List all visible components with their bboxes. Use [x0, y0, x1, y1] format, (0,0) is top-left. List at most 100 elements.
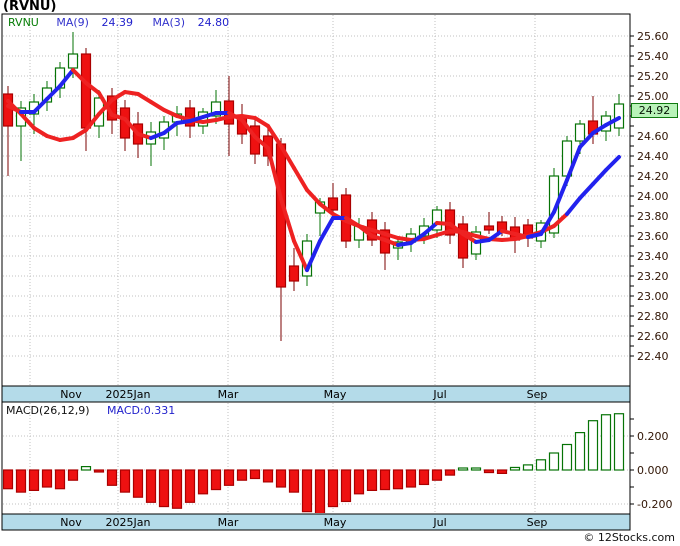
- macd-bar-positive: [548, 452, 560, 471]
- page-title: (RVNU): [3, 0, 57, 14]
- ma3-line-segment: [383, 238, 400, 247]
- macd-bar-positive: [457, 467, 469, 471]
- month-label: Jul: [432, 388, 446, 401]
- month-label: Mar: [218, 388, 239, 401]
- ma3-line-segment: [396, 241, 413, 247]
- price-tick-label: 24.40: [637, 150, 669, 163]
- ma3-line-segment: [110, 113, 127, 121]
- ma3-line-segment: [266, 146, 283, 201]
- ma9-line-segment: [396, 236, 413, 242]
- macd-bar-positive: [509, 466, 521, 471]
- ma3-line-segment: [604, 116, 621, 127]
- ma3-line-segment: [227, 111, 244, 122]
- ma9-line-segment: [435, 229, 452, 237]
- price-tick-label: 22.40: [637, 350, 669, 363]
- ma3-line-segment: [136, 132, 153, 140]
- macd-tick-label: 0.200: [637, 430, 669, 443]
- ma9-line-segment: [214, 115, 231, 122]
- ma9-value: 24.39: [101, 16, 133, 29]
- ma3-line-segment: [565, 145, 582, 182]
- month-label: Nov: [60, 388, 82, 401]
- ma3-line-segment: [162, 121, 179, 135]
- price-tick-label: 23.80: [637, 210, 669, 223]
- ma3-line-segment: [591, 123, 608, 135]
- macd-bar-negative: [3, 469, 14, 490]
- ma3-line-segment: [357, 224, 374, 238]
- macd-bar-positive: [600, 414, 612, 471]
- macd-bar-negative: [236, 469, 248, 481]
- candle-down: [288, 265, 300, 282]
- macd-bar-positive: [80, 466, 92, 471]
- macd-bar-negative: [301, 469, 313, 513]
- macd-bar-negative: [158, 469, 170, 508]
- macd-bar-negative: [483, 469, 495, 474]
- ma9-line-segment: [162, 108, 179, 118]
- macd-bar-positive: [470, 467, 482, 471]
- ma3-line-segment: [97, 91, 114, 117]
- candle-up: [431, 209, 443, 231]
- ma9-line-segment: [240, 114, 257, 120]
- date-axis-labels: Nov Nov 2025Jan 2025Jan Mar Mar May May Jul Jul Se…: [60, 388, 547, 529]
- ma9-label: MA(9): [56, 16, 89, 29]
- ma3-line-segment: [461, 232, 478, 244]
- macd-bar-negative: [405, 469, 417, 488]
- ma9-line-segment: [565, 196, 582, 216]
- ma3-line-segment: [344, 216, 361, 228]
- ma9-line-segment: [136, 92, 153, 104]
- ma3-line-segment: [500, 229, 517, 236]
- macd-params-label: MACD(26,12,9): [6, 404, 90, 417]
- candle-down: [3, 93, 14, 127]
- macd-bar-negative: [392, 469, 404, 490]
- ma9-line-segment: [266, 124, 283, 148]
- macd-bar-negative: [275, 469, 287, 488]
- macd-bar-negative: [184, 469, 196, 503]
- ma3-line-segment: [318, 216, 335, 243]
- candle-up: [574, 123, 586, 142]
- ma9-line-segment: [591, 168, 608, 186]
- candle-up: [210, 101, 222, 117]
- month-label: May: [324, 388, 347, 401]
- macd-bar-negative: [171, 469, 183, 509]
- symbol-label: RVNU: [8, 16, 39, 29]
- macd-bar-negative: [197, 469, 209, 495]
- macd-bar-negative: [418, 469, 430, 486]
- month-label-2: Nov: [60, 516, 82, 529]
- ma9-line-segment: [19, 112, 36, 130]
- month-label: 2025Jan: [106, 388, 151, 401]
- macd-bar-negative: [106, 469, 118, 486]
- price-tick-label: 25.00: [637, 90, 669, 103]
- price-tick-label: 23.00: [637, 290, 669, 303]
- ma9-line-segment: [318, 202, 335, 216]
- date-axis-band-2: [1, 513, 631, 531]
- ma9-line-segment: [578, 182, 595, 200]
- ma9-line-segment: [500, 237, 517, 242]
- macd-bar-negative: [431, 469, 443, 481]
- macd-bar-negative: [93, 469, 105, 473]
- macd-bar-negative: [288, 469, 300, 493]
- macd-bar-positive: [587, 420, 599, 471]
- ma9-line-segment: [305, 188, 322, 206]
- ma3-line-segment: [32, 97, 49, 114]
- ma9-line-segment: [461, 230, 478, 238]
- macd-bar-negative: [327, 469, 339, 508]
- month-label-2: Sep: [527, 516, 548, 529]
- price-tick-label: 23.40: [637, 250, 669, 263]
- ma3-line-segment: [188, 115, 205, 123]
- price-axis-labels: 25.60 25.40 25.20 25.00 24.60 24.40 24.20 24.00…: [637, 30, 672, 511]
- ma3-value: 24.80: [197, 16, 230, 29]
- month-label: Sep: [527, 388, 548, 401]
- macd-bar-negative: [262, 469, 274, 483]
- ma3-line-segment: [201, 111, 218, 119]
- ma9-line-segment: [604, 155, 621, 172]
- price-tick-label: 24.20: [637, 170, 669, 183]
- ma9-line-segment: [71, 128, 88, 140]
- price-legend: RVNU MA(9) 24.39 MA(3) 24.80: [8, 16, 245, 29]
- macd-bar-negative: [340, 469, 352, 503]
- macd-bar-negative: [67, 469, 79, 481]
- copyright-label: © 12Stocks.com: [583, 531, 675, 544]
- ma3-line-segment: [578, 131, 595, 149]
- ma9-line-segment: [58, 136, 75, 142]
- ma3-line-segment: [253, 135, 270, 150]
- ma3-line-segment: [292, 239, 309, 272]
